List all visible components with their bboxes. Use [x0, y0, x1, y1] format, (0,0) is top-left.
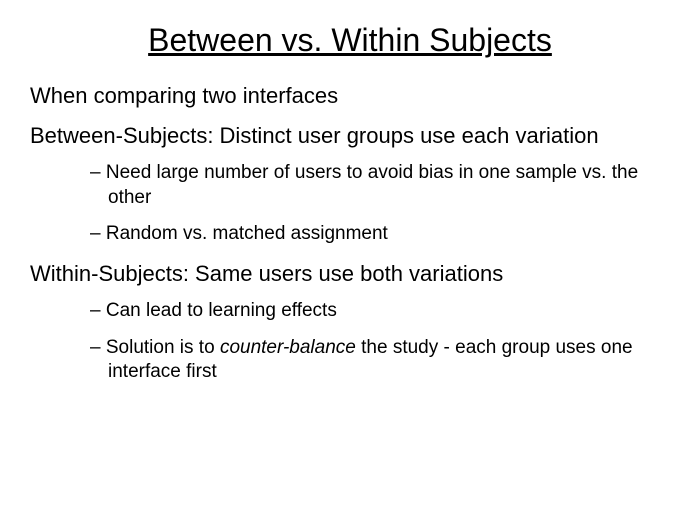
- list-item: Can lead to learning effects: [90, 299, 670, 324]
- slide-title: Between vs. Within Subjects: [30, 22, 670, 59]
- list-item: Solution is to counter-balance the study…: [90, 336, 670, 385]
- list-item: Need large number of users to avoid bias…: [90, 161, 670, 210]
- within-heading: Within-Subjects: Same users use both var…: [58, 261, 670, 287]
- between-heading: Between-Subjects: Distinct user groups u…: [58, 123, 670, 149]
- solution-italic: counter-balance: [220, 337, 356, 358]
- within-bullets: Can lead to learning effects Solution is…: [90, 299, 670, 385]
- list-item: Random vs. matched assignment: [90, 222, 670, 247]
- intro-text: When comparing two interfaces: [30, 83, 670, 109]
- between-bullets: Need large number of users to avoid bias…: [90, 161, 670, 247]
- solution-prefix: Solution is to: [106, 337, 220, 358]
